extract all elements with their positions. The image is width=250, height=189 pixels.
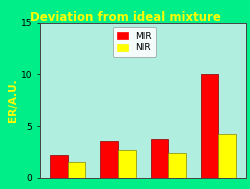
Legend: MIR, NIR: MIR, NIR [112, 27, 156, 57]
Bar [118, 150, 135, 178]
Bar [200, 74, 218, 178]
Bar [168, 153, 185, 178]
Y-axis label: ER/A.U.: ER/A.U. [8, 78, 18, 122]
Bar [218, 134, 235, 178]
Text: Deviation from ideal mixture: Deviation from ideal mixture [30, 11, 220, 24]
Bar [100, 142, 117, 178]
Bar [150, 139, 168, 178]
Bar [68, 162, 85, 178]
Bar [50, 155, 68, 178]
